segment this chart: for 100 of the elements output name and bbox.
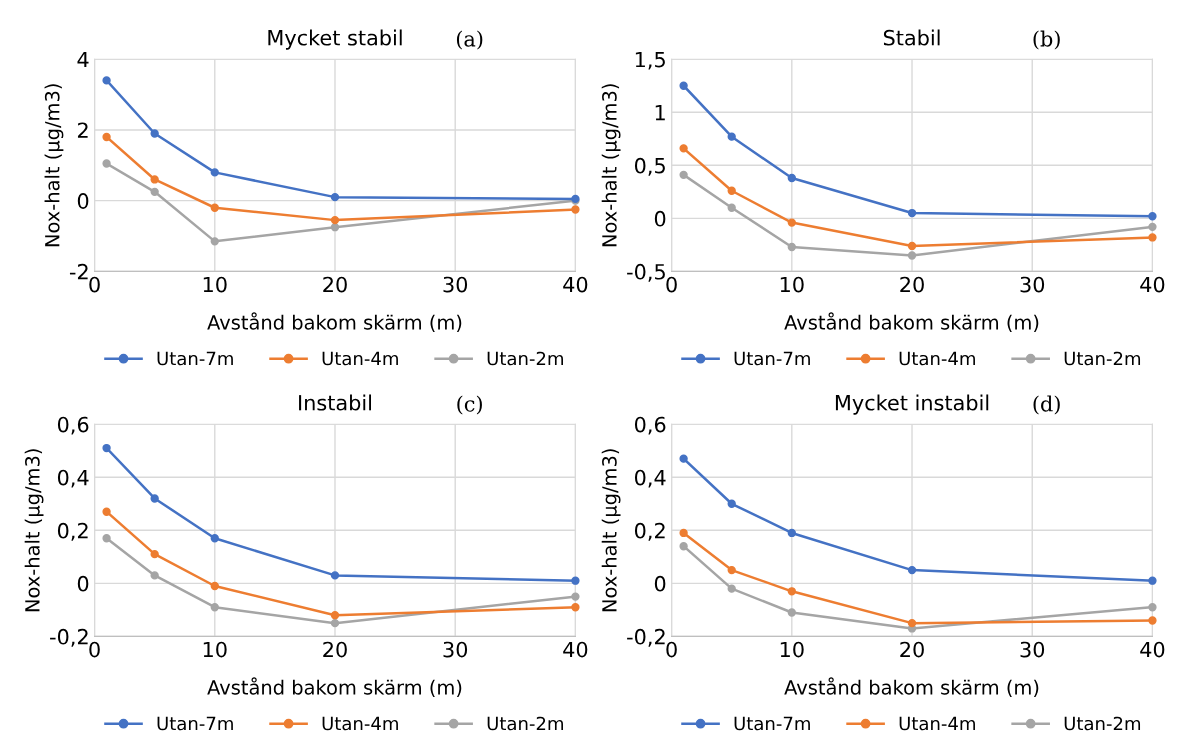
- legend-label: Utan-4m: [322, 716, 398, 731]
- point: [727, 203, 736, 212]
- point: [102, 132, 111, 142]
- point: [102, 534, 111, 543]
- y-tick-label: 0,4: [634, 469, 666, 488]
- point: [210, 203, 219, 212]
- point: [727, 565, 736, 575]
- point: [679, 454, 688, 463]
- chart-title: Instabil: [299, 394, 372, 411]
- point: [150, 550, 159, 559]
- point: [330, 192, 340, 202]
- x-tick-label: 30: [1020, 641, 1045, 658]
- x-tick-label: 0: [89, 276, 100, 293]
- point: [727, 132, 736, 141]
- point: [330, 215, 340, 225]
- x-tick-label: 20: [323, 641, 347, 658]
- point: [679, 144, 688, 153]
- x-tick-label: 0: [666, 276, 677, 293]
- legend-label: Utan-2m: [487, 351, 563, 366]
- point: [1148, 576, 1157, 585]
- point: [1148, 603, 1157, 612]
- x-tick-label: 0: [89, 641, 100, 658]
- text: (d): [1033, 395, 1060, 415]
- point: [787, 242, 796, 252]
- point: [571, 603, 580, 612]
- point: [571, 592, 580, 601]
- point: [787, 218, 796, 227]
- x-axis-title: Avstånd bakom skärm (m): [784, 677, 1039, 697]
- point: [330, 618, 340, 628]
- point: [102, 507, 111, 516]
- point: [787, 587, 796, 596]
- legend-label: Utan-7m: [157, 716, 233, 731]
- point: [679, 528, 688, 538]
- y-tick-label: 0,2: [57, 522, 88, 541]
- legend-label: Utan-7m: [734, 351, 810, 366]
- x-tick-label: 40: [1140, 641, 1165, 658]
- y-axis-title: Nox-halt (µg/m3): [44, 84, 64, 247]
- point: [210, 168, 219, 177]
- point: [787, 528, 796, 538]
- point: [727, 499, 736, 508]
- legend-label: Utan-2m: [1064, 716, 1141, 731]
- point: [1148, 616, 1157, 625]
- point: [679, 81, 688, 90]
- point: [907, 208, 917, 218]
- text: (a): [456, 30, 483, 50]
- point: [679, 542, 688, 551]
- x-tick-label: 10: [203, 276, 227, 293]
- x-axis-title: Avstånd bakom skärm (m): [207, 677, 462, 697]
- point: [210, 603, 219, 612]
- x-tick-label: 10: [780, 276, 804, 293]
- y-tick-label: 0,5: [634, 157, 665, 176]
- y-tick-label: 4: [77, 51, 89, 68]
- x-tick-label: 10: [203, 641, 227, 658]
- x-tick-label: 30: [1020, 276, 1045, 293]
- y-tick-label: 0,4: [57, 469, 89, 488]
- text: (c): [457, 395, 482, 415]
- point: [102, 76, 111, 85]
- x-tick-label: 20: [900, 641, 924, 658]
- chart-title: Stabil: [883, 29, 940, 46]
- point: [727, 584, 736, 593]
- point: [150, 494, 159, 503]
- y-axis-title: Nox-halt (µg/m3): [601, 84, 621, 247]
- point: [907, 251, 917, 260]
- y-tick-label: -0,2: [627, 628, 665, 647]
- point: [907, 241, 917, 251]
- point: [150, 187, 159, 196]
- legend-label: Utan-4m: [899, 716, 975, 731]
- point: [787, 173, 796, 183]
- y-tick-label: 0: [77, 575, 89, 592]
- y-tick-label: -2: [69, 263, 88, 280]
- point: [330, 611, 340, 620]
- y-tick-label: -0,2: [50, 628, 88, 647]
- y-tick-label: 0,6: [57, 416, 89, 435]
- point: [210, 237, 219, 246]
- x-tick-label: 30: [443, 276, 468, 293]
- point: [679, 170, 688, 180]
- point: [907, 618, 917, 628]
- point: [210, 581, 219, 591]
- point: [571, 576, 580, 585]
- x-tick-label: 40: [1140, 276, 1165, 293]
- legend-label: Utan-4m: [322, 351, 398, 366]
- point: [1148, 212, 1157, 221]
- point: [1148, 233, 1157, 242]
- point: [907, 565, 917, 575]
- x-tick-label: 40: [563, 276, 588, 293]
- y-tick-label: 0: [654, 210, 666, 227]
- point: [1148, 222, 1157, 232]
- y-axis-title: Nox-halt (µg/m3): [601, 449, 621, 612]
- x-axis-title: Avstånd bakom skärm (m): [207, 312, 462, 332]
- chart-title: Mycket instabil: [835, 394, 989, 415]
- point: [102, 159, 111, 168]
- point: [330, 571, 340, 580]
- point: [150, 571, 159, 580]
- point: [787, 608, 796, 617]
- point: [727, 186, 736, 195]
- y-tick-label: 0: [654, 575, 666, 592]
- point: [571, 205, 580, 214]
- x-tick-label: 10: [780, 641, 804, 658]
- y-tick-label: -0,5: [627, 263, 665, 282]
- legend-label: Utan-2m: [1064, 351, 1141, 366]
